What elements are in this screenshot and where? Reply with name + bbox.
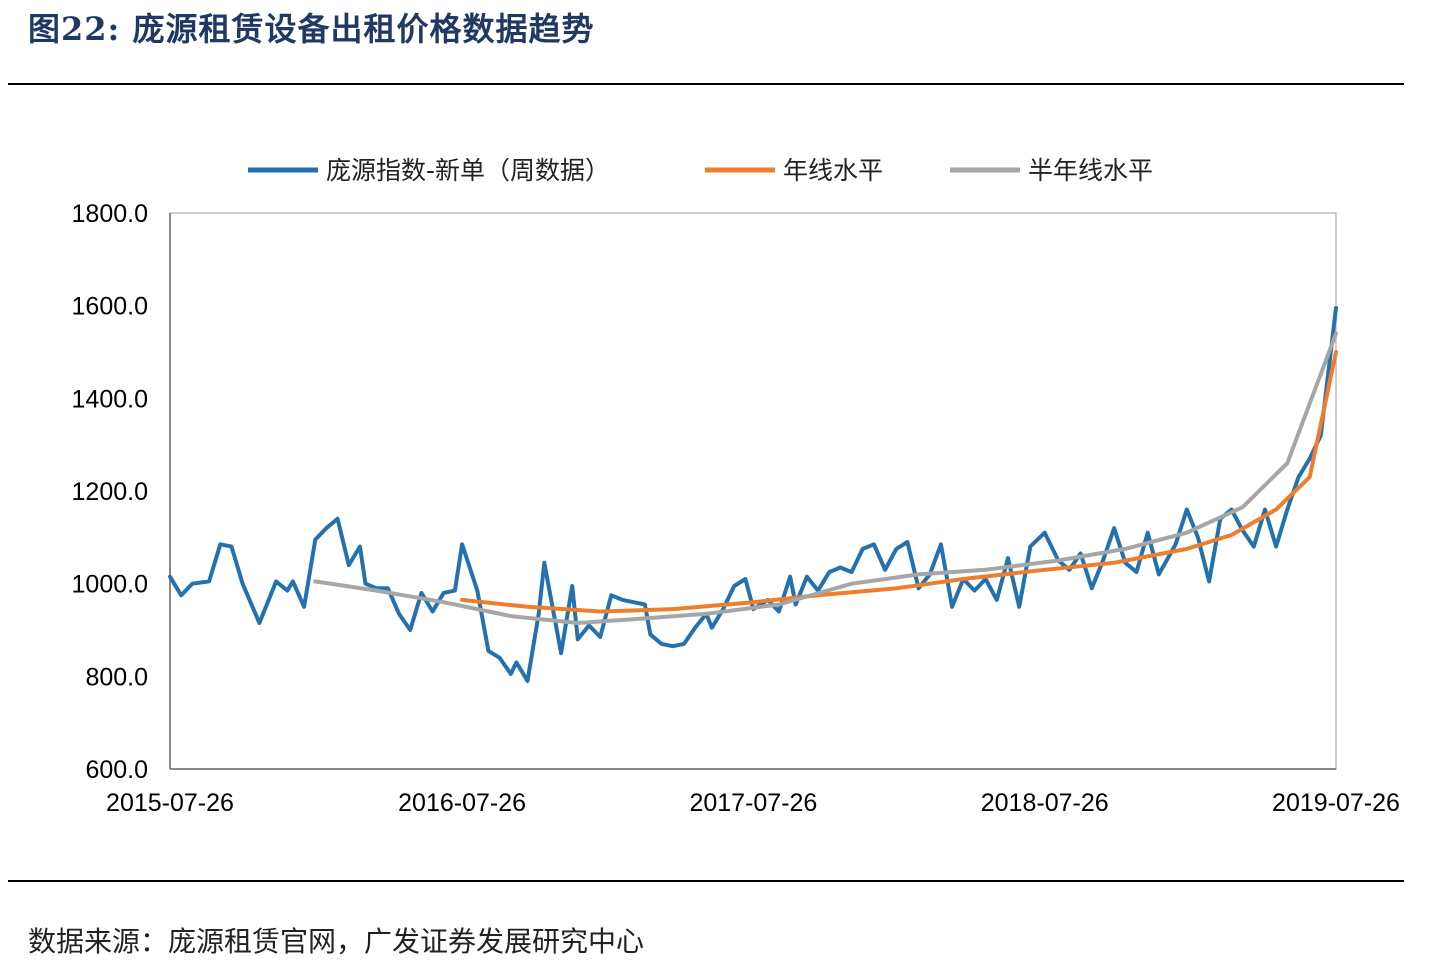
y-tick-label: 800.0 bbox=[85, 663, 148, 691]
y-tick-labels: 600.0 800.0 1000.0 1200.0 1400.0 1600.0 1800.0 bbox=[72, 200, 148, 784]
line-chart: 庞源指数-新单（周数据） 年线水平 半年线水平 600.0 800.0 1000.0 12… bbox=[72, 156, 1400, 817]
x-tick-labels: 2015-07-26 2016-07-26 2017-07-26 2018-07-26… bbox=[106, 789, 1400, 817]
x-tick-label: 2019-07-26 bbox=[1272, 789, 1400, 817]
y-tick-label: 1200.0 bbox=[72, 478, 148, 506]
series-line-2 bbox=[460, 350, 1338, 614]
series-line-3 bbox=[313, 331, 1338, 625]
plot-area bbox=[169, 212, 1337, 770]
y-tick-label: 1000.0 bbox=[72, 571, 148, 599]
x-tick-label: 2015-07-26 bbox=[106, 789, 234, 817]
y-tick-label: 1800.0 bbox=[72, 200, 148, 228]
source-note: 数据来源：庞源租赁官网，广发证券发展研究中心 bbox=[28, 925, 645, 958]
series-lines bbox=[168, 306, 1338, 683]
x-tick-label: 2016-07-26 bbox=[398, 789, 526, 817]
legend-label-3: 半年线水平 bbox=[1028, 156, 1153, 185]
x-tick-label: 2017-07-26 bbox=[689, 789, 817, 817]
chart-title: 图22: 庞源租赁设备出租价格数据趋势 bbox=[28, 10, 595, 48]
bottom-divider bbox=[8, 880, 1404, 882]
legend-label-1: 庞源指数-新单（周数据） bbox=[326, 156, 610, 185]
y-tick-label: 1400.0 bbox=[72, 385, 148, 413]
y-tick-label: 1600.0 bbox=[72, 293, 148, 321]
legend-label-2: 年线水平 bbox=[783, 156, 883, 185]
top-divider bbox=[8, 83, 1404, 85]
y-tick-label: 600.0 bbox=[85, 756, 148, 784]
x-tick-label: 2018-07-26 bbox=[981, 789, 1109, 817]
legend: 庞源指数-新单（周数据） 年线水平 半年线水平 bbox=[248, 156, 1153, 185]
series-line-1 bbox=[168, 306, 1338, 683]
